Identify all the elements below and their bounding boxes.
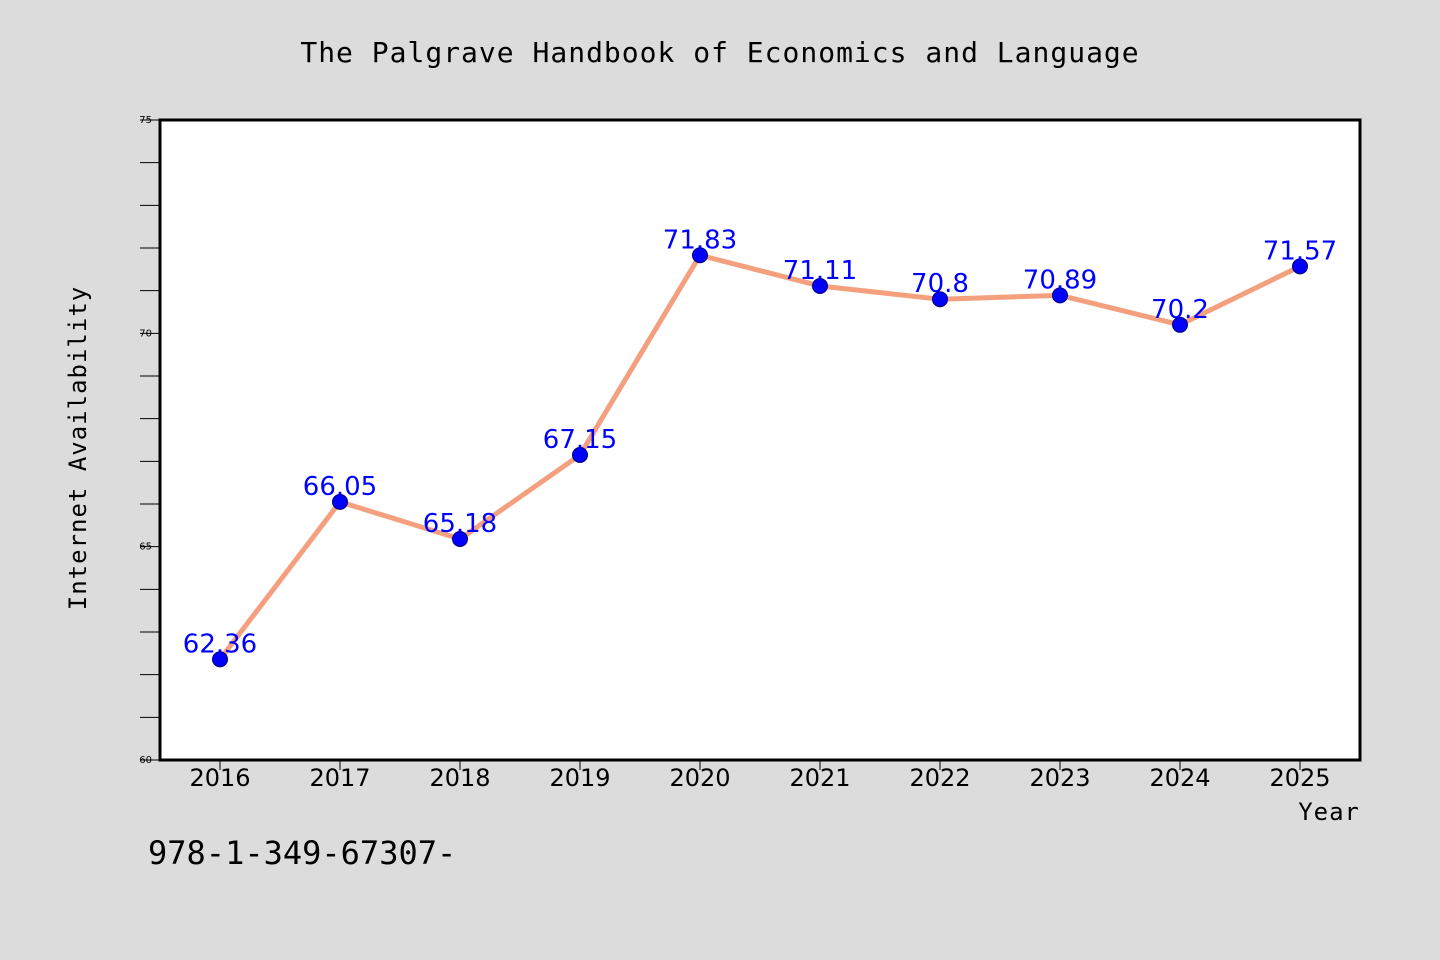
x-tick-label: 2021 — [789, 764, 850, 792]
data-label: 70.89 — [1023, 265, 1097, 295]
data-point — [1172, 316, 1188, 333]
y-tick-label: 60 — [139, 755, 152, 766]
x-tick-label: 2018 — [429, 764, 490, 792]
data-point — [1292, 258, 1308, 275]
data-point — [812, 277, 828, 294]
data-point — [1052, 287, 1068, 304]
data-label: 67.15 — [543, 425, 617, 455]
data-label: 71.57 — [1263, 236, 1337, 266]
y-tick-label: 65 — [139, 542, 152, 553]
x-tick-label: 2016 — [189, 764, 250, 792]
x-tick-label: 2017 — [309, 764, 370, 792]
x-axis: 2016 2017 2018 2019 2020 2021 2022 2023 2024 2025 — [189, 760, 1331, 792]
series-group: 62.36 66.05 65.18 67.15 71.83 71.11 70.8 70.89 7… — [183, 225, 1337, 668]
data-label: 62.36 — [183, 629, 257, 659]
isbn-text: 978-1-349-67307- — [148, 834, 456, 872]
x-tick-label: 2025 — [1269, 764, 1330, 792]
x-tick-label: 2024 — [1149, 764, 1210, 792]
data-point — [932, 291, 948, 308]
chart-title: The Palgrave Handbook of Economics and L… — [300, 36, 1139, 69]
y-axis: 60 65 70 75 — [139, 115, 160, 766]
data-label: 70.8 — [911, 269, 969, 299]
data-point — [332, 493, 348, 510]
x-axis-label: Year — [1298, 798, 1360, 826]
x-tick-label: 2020 — [669, 764, 730, 792]
x-tick-label: 2022 — [909, 764, 970, 792]
y-axis-label: Internet Availability — [64, 286, 92, 610]
x-tick-label: 2019 — [549, 764, 610, 792]
data-label: 70.2 — [1151, 295, 1209, 325]
y-tick-label: 75 — [139, 115, 152, 126]
y-tick-label: 70 — [139, 328, 152, 339]
data-label: 66.05 — [303, 472, 377, 502]
data-point — [452, 530, 468, 547]
data-point — [692, 247, 708, 264]
series-line — [217, 252, 1303, 662]
data-label: 65.18 — [423, 509, 497, 539]
x-tick-label: 2023 — [1029, 764, 1090, 792]
plot-area — [158, 118, 1362, 762]
data-point — [212, 651, 228, 668]
data-point — [572, 446, 588, 463]
data-label: 71.11 — [783, 256, 857, 286]
data-label: 71.83 — [663, 225, 737, 255]
